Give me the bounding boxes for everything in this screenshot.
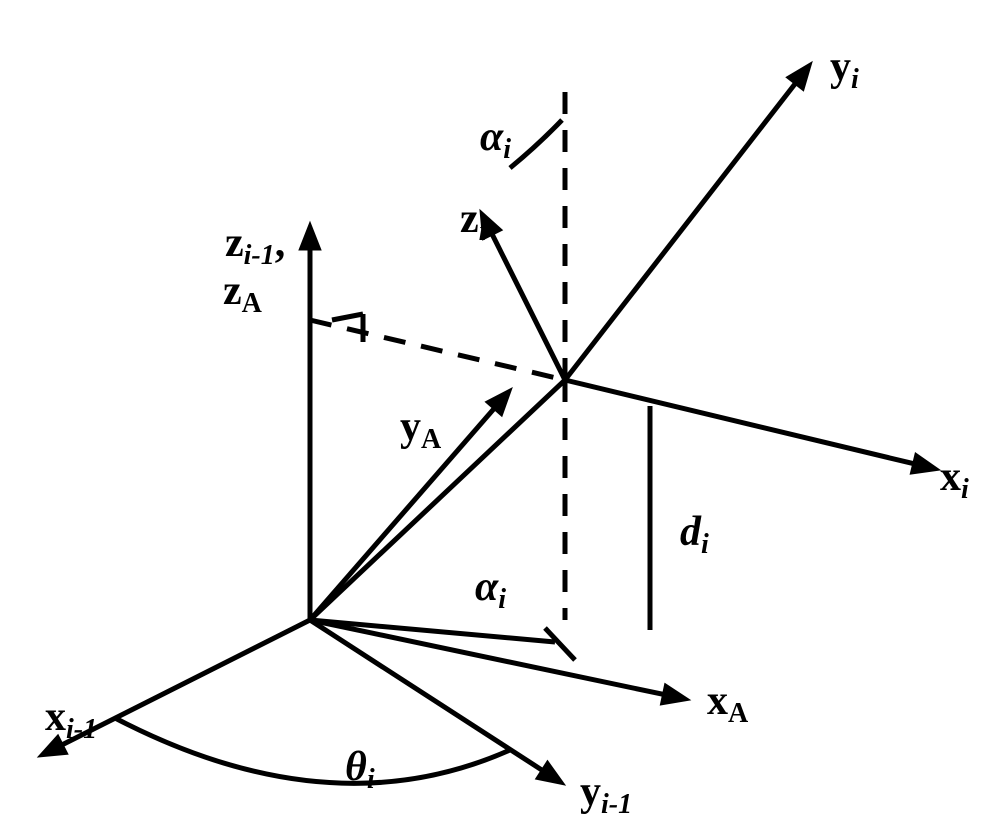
axis-xi-arrowhead [910, 453, 940, 474]
axis-x-im1-shaft [63, 620, 310, 744]
axis-zi-shaft [493, 235, 565, 380]
axis-y-im1-arrowhead [536, 761, 565, 785]
perp-mark-h [332, 314, 363, 320]
label-xA: xA [707, 678, 749, 729]
axis-yi-shaft [565, 84, 795, 380]
label-di: di [680, 509, 709, 560]
label-theta: θi [345, 744, 375, 795]
arc-theta [115, 718, 510, 783]
label-xi: xi [940, 454, 969, 505]
arc-alpha-top [510, 120, 562, 168]
label-yi: yi [830, 44, 859, 95]
label-y-im1: yi-1 [580, 769, 632, 820]
label-x-im1: xi-1 [45, 694, 97, 745]
label-z-im1: zi-1, [225, 220, 285, 271]
axis-xA-arrowhead [660, 683, 690, 705]
label-alpha-top: αi [480, 114, 511, 165]
label-zA: zA [223, 268, 263, 319]
a-segment [310, 620, 555, 642]
label-alpha-mid: αi [475, 564, 506, 615]
label-zi: zi [460, 196, 487, 247]
axis-z-im1-arrowhead [299, 222, 321, 250]
label-yA: yA [400, 404, 442, 455]
axis-xi-shaft [565, 380, 913, 463]
dash-z-to-frame [310, 320, 565, 380]
axis-xi-seg1 [310, 380, 565, 620]
